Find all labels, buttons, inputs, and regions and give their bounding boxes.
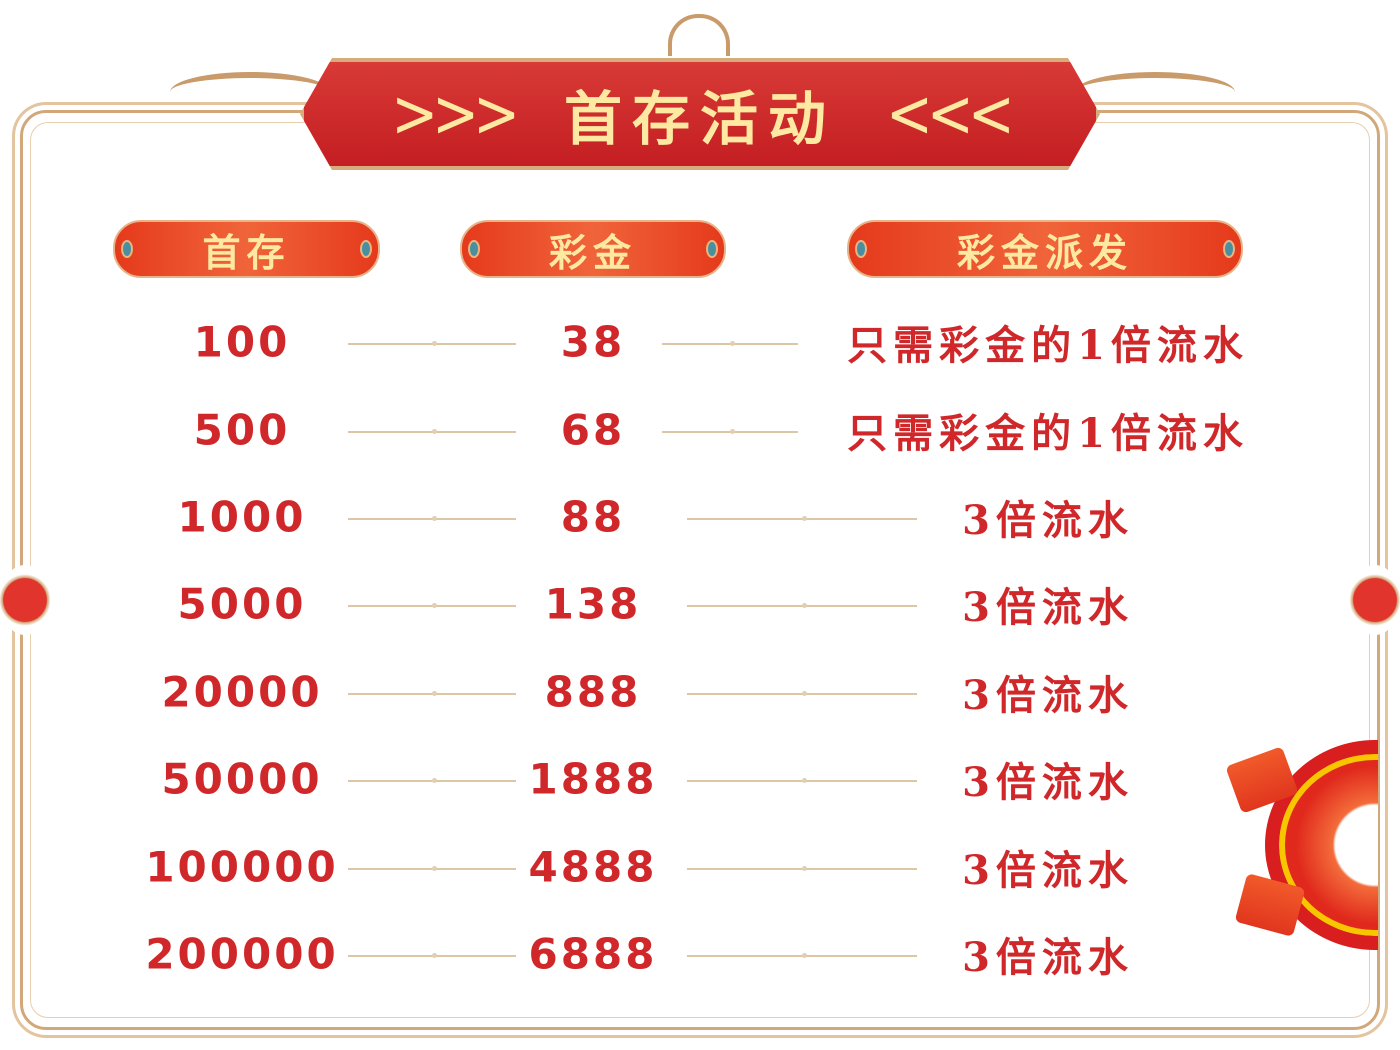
deposit-amount: 1000 xyxy=(177,492,307,542)
header-label: 彩金 xyxy=(548,229,637,275)
left-cloud-ornament xyxy=(170,72,330,112)
connector-line xyxy=(687,603,917,608)
bonus-amount: 38 xyxy=(560,317,626,367)
bonus-amount: 88 xyxy=(560,492,626,542)
connector-line xyxy=(348,778,516,783)
connector-line xyxy=(348,341,516,346)
connector-line xyxy=(662,341,798,346)
bonus-amount: 4888 xyxy=(528,842,658,892)
payout-condition: 3倍流水 xyxy=(962,672,1134,719)
right-chevrons-icon: >>> xyxy=(391,75,520,153)
gem-icon xyxy=(360,240,372,258)
deposit-amount: 100 xyxy=(193,317,291,367)
hanging-hook-ornament xyxy=(668,14,730,56)
header-label: 首存 xyxy=(202,229,291,275)
connector-line xyxy=(687,778,917,783)
connector-line xyxy=(348,691,516,696)
gem-icon xyxy=(706,240,718,258)
deposit-amount: 500 xyxy=(193,405,291,455)
gem-icon xyxy=(121,240,133,258)
connector-line xyxy=(687,516,917,521)
connector-line xyxy=(348,516,516,521)
header-deposit: 首存 xyxy=(113,220,380,278)
connector-line xyxy=(348,429,516,434)
bonus-amount: 68 xyxy=(560,405,626,455)
bonus-amount: 888 xyxy=(544,667,642,717)
header-label: 彩金派发 xyxy=(956,229,1133,275)
deposit-amount: 100000 xyxy=(145,842,339,892)
deposit-amount: 5000 xyxy=(177,579,307,629)
gem-icon xyxy=(468,240,480,258)
payout-condition: 只需彩金的1倍流水 xyxy=(847,410,1249,457)
connector-line xyxy=(348,866,516,871)
page-title: 首存活动 xyxy=(563,85,836,153)
payout-condition: 3倍流水 xyxy=(962,759,1134,806)
bonus-amount: 1888 xyxy=(528,754,658,804)
payout-condition: 只需彩金的1倍流水 xyxy=(847,322,1249,369)
connector-line xyxy=(348,953,516,958)
connector-line xyxy=(348,603,516,608)
right-side-ornament xyxy=(1350,565,1400,635)
header-bonus: 彩金 xyxy=(460,220,726,278)
deposit-amount: 20000 xyxy=(161,667,323,717)
right-cloud-ornament xyxy=(1075,72,1235,112)
bonus-amount: 6888 xyxy=(528,929,658,979)
casino-chip-decoration xyxy=(1210,740,1378,950)
connector-line xyxy=(662,429,798,434)
payout-condition: 3倍流水 xyxy=(962,934,1134,981)
connector-line xyxy=(687,953,917,958)
gem-icon xyxy=(1223,240,1235,258)
payout-condition: 3倍流水 xyxy=(962,847,1134,894)
payout-condition: 3倍流水 xyxy=(962,497,1134,544)
deposit-amount: 50000 xyxy=(161,754,323,804)
deposit-amount: 200000 xyxy=(145,929,339,979)
title-banner: >>> 首存活动 <<< xyxy=(300,58,1100,170)
left-chevrons-icon: <<< xyxy=(886,75,1015,153)
gem-icon xyxy=(855,240,867,258)
payout-condition: 3倍流水 xyxy=(962,584,1134,631)
header-payout: 彩金派发 xyxy=(847,220,1243,278)
connector-line xyxy=(687,691,917,696)
connector-line xyxy=(687,866,917,871)
bonus-amount: 138 xyxy=(544,579,642,629)
left-side-ornament xyxy=(0,565,50,635)
